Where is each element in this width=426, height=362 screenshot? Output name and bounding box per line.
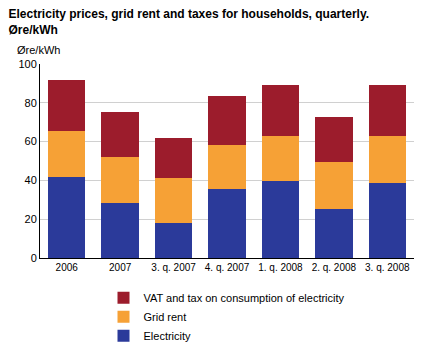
svg-text:Electricity prices, grid rent: Electricity prices, grid rent and taxes … [9,7,370,37]
svg-text:100: 100 [18,58,36,70]
svg-text:60: 60 [25,135,37,147]
svg-text:0: 0 [31,252,37,264]
svg-text:Electricity: Electricity [144,330,192,342]
svg-text:4. q. 2007: 4. q. 2007 [205,262,250,273]
svg-text:2007: 2007 [109,262,132,273]
svg-text:80: 80 [25,97,37,109]
svg-text:40: 40 [25,174,37,186]
svg-text:3. q. 2008: 3. q. 2008 [365,262,410,273]
svg-text:1. q. 2008: 1. q. 2008 [258,262,303,273]
svg-text:20: 20 [25,213,37,225]
svg-text:2. q. 2008: 2. q. 2008 [312,262,357,273]
svg-text:Øre/kWh: Øre/kWh [17,44,60,56]
svg-text:2006: 2006 [56,262,79,273]
svg-text:VAT and tax on consumption of: VAT and tax on consumption of electricit… [144,292,345,304]
svg-text:3. q. 2007: 3. q. 2007 [151,262,196,273]
svg-text:Grid rent: Grid rent [144,311,187,323]
